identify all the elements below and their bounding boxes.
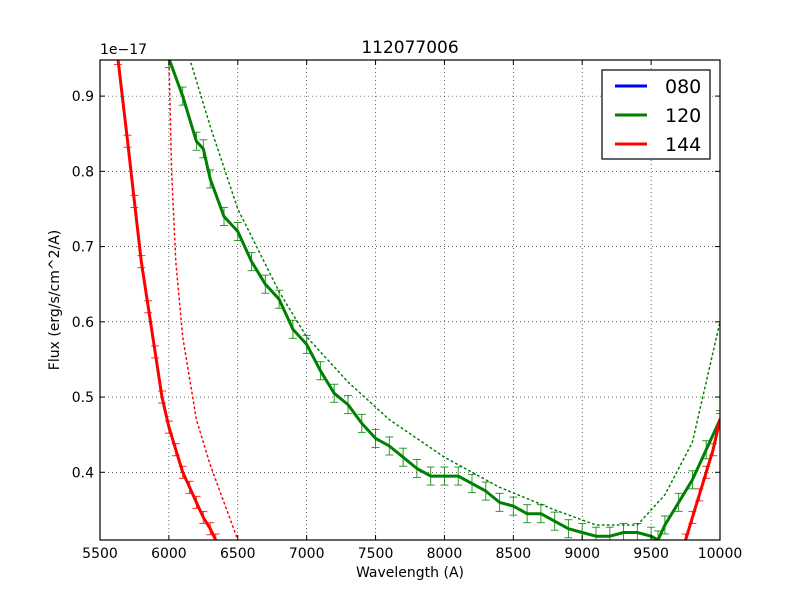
- x-tick-label: 7500: [358, 546, 394, 562]
- x-tick-label: 6500: [220, 546, 256, 562]
- legend-label-080: 080: [665, 76, 701, 98]
- y-tick-label: 0.4: [72, 465, 94, 481]
- x-tick-label: 8000: [427, 546, 463, 562]
- y-axis-label: Flux (erg/s/cm^2/A): [47, 230, 63, 370]
- series-line-144: [116, 60, 218, 540]
- y-tick-label: 0.8: [72, 164, 94, 180]
- x-tick-label: 6000: [151, 546, 187, 562]
- plot-series: [113, 60, 720, 540]
- x-tick-label: 9500: [633, 546, 669, 562]
- x-tick-label: 9000: [564, 546, 600, 562]
- y-axis-ticks: 0.4 0.5 0.6 0.7 0.8 0.9: [72, 89, 720, 481]
- y-tick-label: 0.5: [72, 390, 94, 406]
- legend-label-144: 144: [665, 134, 701, 156]
- x-axis-ticks: 5500 6000 6500 7000 7500 8000 8500 9000 9500 1000…: [82, 60, 742, 562]
- x-tick-label: 7000: [289, 546, 325, 562]
- y-tick-label: 0.9: [72, 89, 94, 105]
- series-line-144: [684, 418, 720, 540]
- legend-label-120: 120: [665, 105, 701, 127]
- series-line-120-model: [189, 60, 720, 526]
- chart-title: 112077006: [361, 38, 458, 58]
- series-line-144-model: [168, 60, 239, 540]
- x-tick-label: 10000: [698, 546, 743, 562]
- y-tick-label: 0.6: [72, 315, 94, 331]
- x-tick-label: 8500: [496, 546, 532, 562]
- y-tick-label: 0.7: [72, 240, 94, 256]
- y-axis-offset-label: 1e−17: [100, 42, 147, 58]
- x-tick-label: 5500: [82, 546, 118, 562]
- x-axis-label: Wavelength (A): [356, 565, 464, 581]
- plot-frame: [99, 59, 721, 541]
- legend: 080 120 144: [601, 69, 711, 160]
